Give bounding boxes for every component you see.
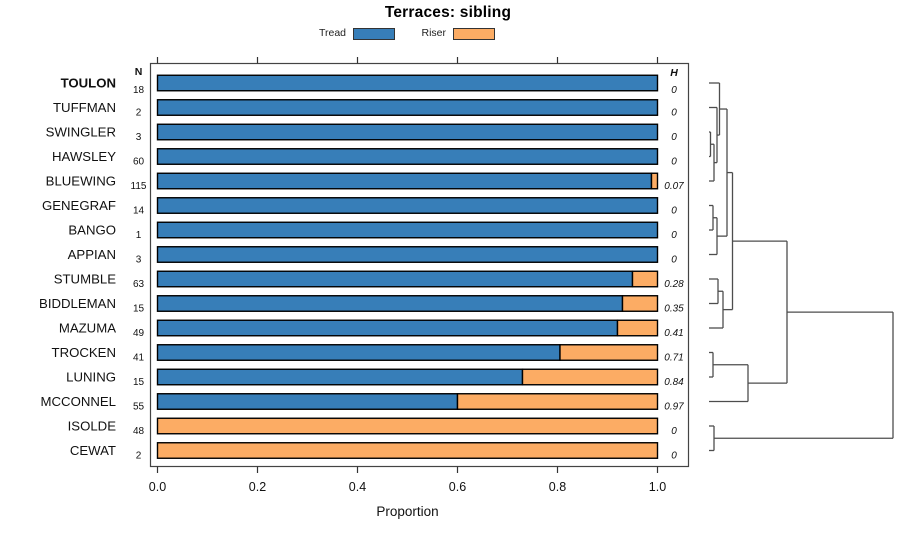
n-value: 15 <box>133 377 145 388</box>
n-value: 18 <box>133 85 145 96</box>
h-value: 0 <box>671 157 677 168</box>
h-value: 0 <box>671 230 677 241</box>
bar-segment-riser <box>521 368 659 386</box>
bar-segment-riser <box>621 295 659 312</box>
x-tick-label: 1.0 <box>649 480 666 494</box>
bar-segment-tread <box>156 344 561 361</box>
h-value: 0.97 <box>664 402 684 413</box>
h-value: 0.84 <box>664 377 684 388</box>
x-tick-label: 0.8 <box>549 480 566 494</box>
n-value: 49 <box>133 328 145 339</box>
bar-segment-tread <box>156 319 619 337</box>
x-tick-label: 0.4 <box>349 480 366 494</box>
row-label: ISOLDE <box>68 419 117 434</box>
row-label: GENEGRAF <box>42 198 116 213</box>
n-value: 63 <box>133 279 145 290</box>
h-value: 0 <box>671 426 677 437</box>
bar-segment-tread <box>156 246 659 263</box>
row-label: BLUEWING <box>46 174 116 189</box>
n-value: 2 <box>136 451 142 462</box>
row-label: BIDDLEMAN <box>39 296 116 311</box>
n-value: 55 <box>133 402 145 413</box>
n-value: 3 <box>136 255 142 266</box>
bar-segment-tread <box>156 99 659 116</box>
x-tick-label: 0.6 <box>449 480 466 494</box>
h-value: 0.41 <box>664 328 683 339</box>
h-value: 0 <box>671 108 677 119</box>
h-value: 0.35 <box>664 304 684 315</box>
h-value: 0 <box>671 85 677 96</box>
bar-segment-riser <box>631 270 659 288</box>
h-value: 0 <box>671 255 677 266</box>
bar-segment-riser <box>616 319 659 337</box>
row-label: TROCKEN <box>52 345 116 360</box>
bar-segment-tread <box>156 148 659 165</box>
legend-swatch-tread <box>352 27 395 40</box>
h-value: 0.71 <box>664 353 683 364</box>
bar-segment-tread <box>156 295 624 312</box>
bar-segment-riser <box>456 393 659 410</box>
bar-segment-riser <box>156 417 659 435</box>
n-value: 14 <box>133 206 145 217</box>
bar-segment-riser <box>156 442 659 459</box>
n-value: 15 <box>133 304 145 315</box>
row-label: STUMBLE <box>54 272 116 287</box>
h-value: 0 <box>671 132 677 143</box>
bar-segment-tread <box>156 221 659 239</box>
n-value: 60 <box>133 157 145 168</box>
bar-segment-tread <box>156 74 659 92</box>
legend-label-riser: Riser <box>421 27 446 39</box>
n-value: 115 <box>131 181 147 192</box>
x-tick-label: 0.0 <box>149 480 166 494</box>
bar-segment-tread <box>156 368 524 386</box>
row-label: TOULON <box>61 76 116 91</box>
n-value: 41 <box>133 353 145 364</box>
x-tick-label: 0.2 <box>249 480 266 494</box>
bar-segment-tread <box>156 197 659 214</box>
row-label: APPIAN <box>68 247 116 262</box>
n-column-header: N <box>135 66 143 78</box>
row-label: MCCONNEL <box>41 394 116 409</box>
h-column-header: H <box>670 67 678 79</box>
bar-segment-tread <box>156 393 459 410</box>
bar-segment-tread <box>156 270 634 288</box>
bar-segment-tread <box>156 123 659 141</box>
h-value: 0 <box>671 451 677 462</box>
row-label: HAWSLEY <box>52 149 116 164</box>
row-label: MAZUMA <box>59 321 116 336</box>
row-label: CEWAT <box>70 443 116 458</box>
bar-segment-riser <box>650 172 659 190</box>
x-axis-title: Proportion <box>376 504 438 519</box>
row-label: TUFFMAN <box>53 100 116 115</box>
plot-frame <box>149 62 690 468</box>
h-value: 0.28 <box>664 279 684 290</box>
row-label: SWINGLER <box>46 125 116 140</box>
legend-label-tread: Tread <box>318 27 346 39</box>
h-value: 0 <box>671 206 677 217</box>
row-label: BANGO <box>68 223 116 238</box>
row-label: LUNING <box>66 370 116 385</box>
bar-segment-riser <box>559 344 659 361</box>
h-value: 0.07 <box>664 181 684 192</box>
legend-swatch-riser <box>452 27 495 40</box>
n-value: 48 <box>133 426 145 437</box>
bar-segment-tread <box>156 172 653 190</box>
n-value: 2 <box>136 108 142 119</box>
n-value: 3 <box>136 132 142 143</box>
n-value: 1 <box>136 230 142 241</box>
chart-title: Terraces: sibling <box>384 4 512 21</box>
